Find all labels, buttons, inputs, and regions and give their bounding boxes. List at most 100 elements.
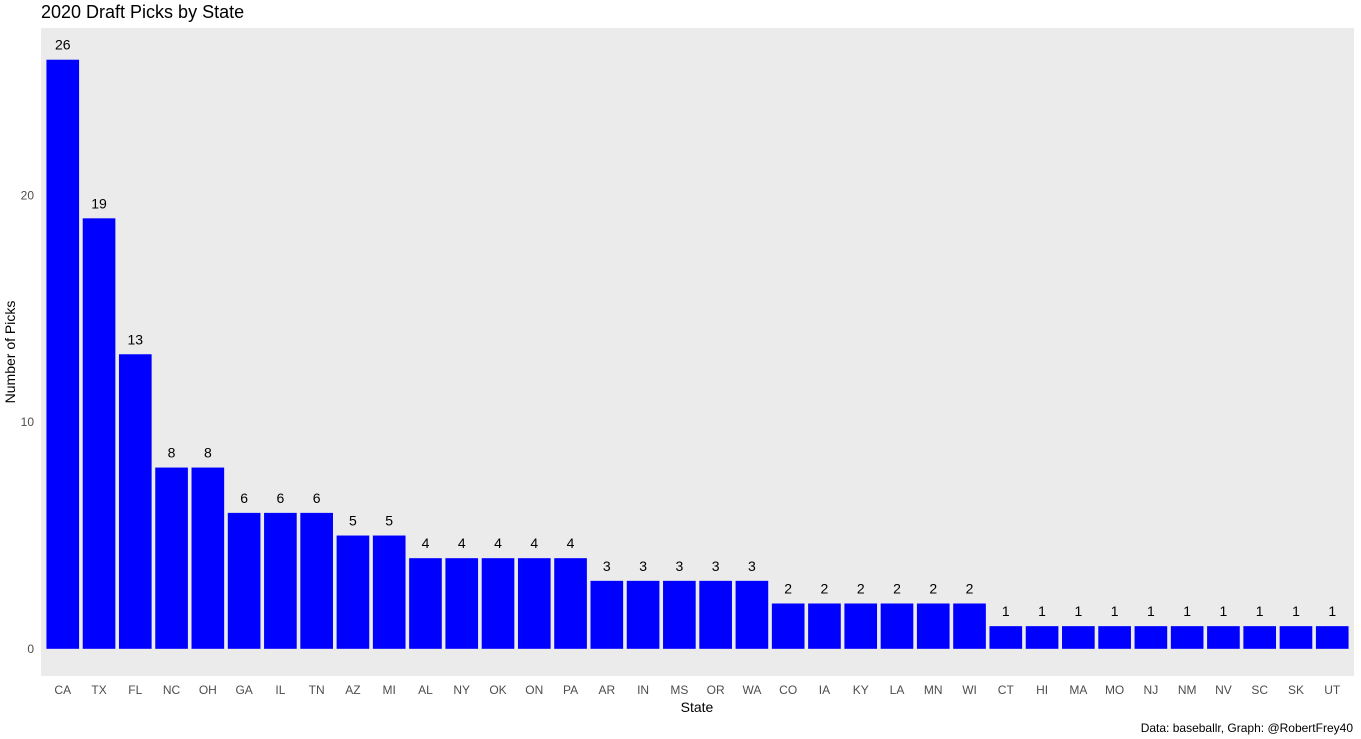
- bar: [264, 512, 297, 649]
- data-label: 2: [966, 580, 974, 596]
- chart-caption: Data: baseballr, Graph: @RobertFrey40: [1140, 721, 1353, 735]
- data-label: 3: [639, 558, 647, 574]
- data-label: 2: [857, 580, 865, 596]
- data-label: 1: [1038, 603, 1046, 619]
- data-label: 1: [1147, 603, 1155, 619]
- bar: [118, 354, 152, 649]
- bar: [481, 558, 515, 649]
- x-tick-label: KY: [853, 683, 869, 697]
- x-tick-label: TX: [91, 683, 106, 697]
- x-tick-label: NV: [1215, 683, 1232, 697]
- x-tick-label: ON: [525, 683, 543, 697]
- bar: [1170, 626, 1204, 649]
- x-tick-label: OH: [199, 683, 217, 697]
- data-label: 1: [1256, 603, 1264, 619]
- y-tick-label: 10: [21, 415, 35, 429]
- x-tick-label: NC: [163, 683, 181, 697]
- bar: [336, 535, 370, 649]
- data-label: 6: [240, 490, 248, 506]
- y-axis-label: Number of Picks: [2, 300, 18, 404]
- bar: [989, 626, 1023, 649]
- x-tick-label: IL: [275, 683, 285, 697]
- x-tick-label: IN: [637, 683, 649, 697]
- x-tick-label: MA: [1069, 683, 1087, 697]
- chart-title: 2020 Draft Picks by State: [41, 2, 245, 22]
- bar: [844, 603, 878, 649]
- data-label: 2: [821, 580, 829, 596]
- data-label: 4: [494, 535, 502, 551]
- data-label: 3: [712, 558, 720, 574]
- x-tick-label: TN: [309, 683, 325, 697]
- bar: [155, 467, 188, 649]
- x-tick-label: SK: [1288, 683, 1304, 697]
- x-tick-label: NY: [453, 683, 470, 697]
- data-label: 13: [128, 331, 144, 347]
- data-label: 3: [748, 558, 756, 574]
- y-tick-label: 20: [21, 189, 35, 203]
- data-label: 3: [603, 558, 611, 574]
- data-label: 4: [567, 535, 575, 551]
- bar: [699, 580, 732, 649]
- data-label: 5: [385, 513, 393, 529]
- data-label: 8: [168, 445, 176, 461]
- data-label: 1: [1002, 603, 1010, 619]
- bar: [880, 603, 914, 649]
- bar: [808, 603, 841, 649]
- x-tick-label: AZ: [345, 683, 360, 697]
- x-tick-label: CA: [54, 683, 71, 697]
- y-tick-label: 0: [27, 642, 34, 656]
- bar: [1098, 626, 1131, 649]
- data-label: 8: [204, 445, 212, 461]
- bar: [1207, 626, 1240, 649]
- bar: [554, 558, 587, 649]
- x-tick-label: CO: [779, 683, 797, 697]
- bar: [46, 59, 80, 649]
- data-label: 1: [1183, 603, 1191, 619]
- data-label: 2: [784, 580, 792, 596]
- data-label: 19: [91, 195, 107, 211]
- data-label: 1: [1111, 603, 1119, 619]
- x-tick-label: LA: [890, 683, 905, 697]
- x-tick-label: PA: [563, 683, 578, 697]
- bar: [626, 580, 660, 649]
- data-label: 4: [530, 535, 538, 551]
- bar: [82, 218, 116, 649]
- x-tick-label: NJ: [1144, 683, 1159, 697]
- data-label: 6: [276, 490, 284, 506]
- bar: [191, 467, 225, 649]
- bar: [916, 603, 950, 649]
- x-tick-label: NM: [1178, 683, 1197, 697]
- bar: [1243, 626, 1277, 649]
- data-label: 2: [893, 580, 901, 596]
- x-tick-label: IA: [819, 683, 830, 697]
- bar: [227, 512, 261, 649]
- x-tick-label: AR: [598, 683, 615, 697]
- data-label: 5: [349, 513, 357, 529]
- bar: [771, 603, 805, 649]
- x-tick-label: UT: [1324, 683, 1341, 697]
- x-tick-label: OR: [707, 683, 725, 697]
- x-tick-label: WA: [742, 683, 761, 697]
- bar: [590, 580, 624, 649]
- bar: [663, 580, 696, 649]
- x-tick-label: WI: [962, 683, 977, 697]
- x-tick-label: SC: [1251, 683, 1268, 697]
- x-tick-label: MS: [670, 683, 688, 697]
- bar: [372, 535, 406, 649]
- x-tick-label: MO: [1105, 683, 1124, 697]
- bar: [1279, 626, 1313, 649]
- data-label: 4: [422, 535, 430, 551]
- data-label: 2: [929, 580, 937, 596]
- data-label: 1: [1292, 603, 1300, 619]
- bar: [517, 558, 551, 649]
- bar: [953, 603, 986, 649]
- data-label: 3: [675, 558, 683, 574]
- x-tick-label: AL: [418, 683, 433, 697]
- bar: [300, 512, 333, 649]
- x-tick-label: CT: [998, 683, 1015, 697]
- x-tick-label: HI: [1036, 683, 1048, 697]
- bar: [1062, 626, 1095, 649]
- data-label: 1: [1220, 603, 1228, 619]
- data-label: 4: [458, 535, 466, 551]
- bar: [1134, 626, 1168, 649]
